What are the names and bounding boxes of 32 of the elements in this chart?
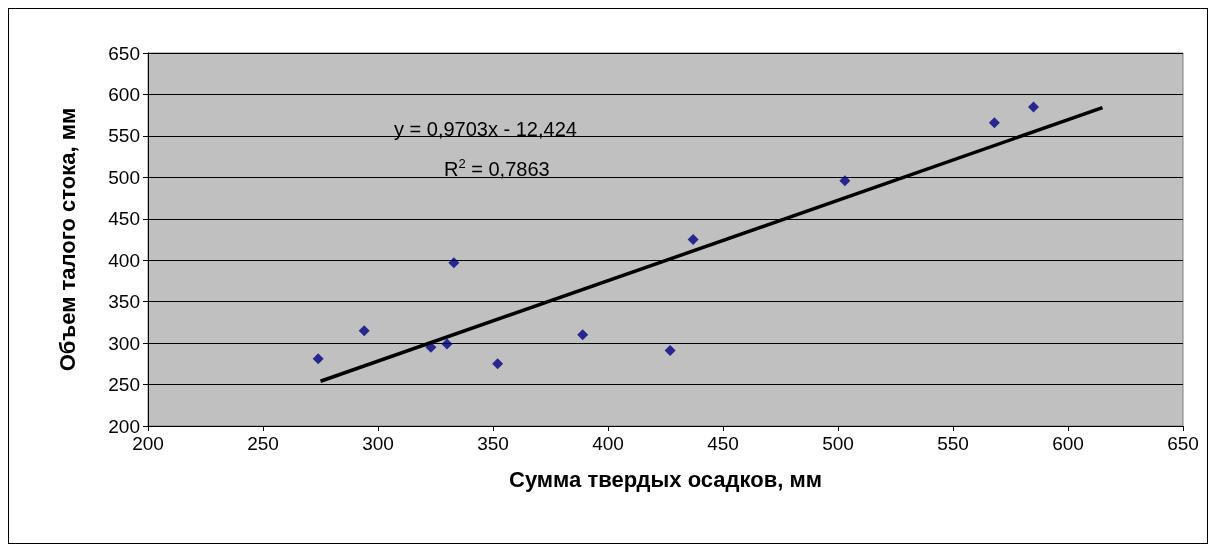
point xyxy=(358,325,370,337)
x-tick-label: 250 xyxy=(247,433,279,454)
x-tick-label: 600 xyxy=(1052,433,1084,454)
x-tick-label: 650 xyxy=(1167,433,1199,454)
y-tick-label: 350 xyxy=(108,291,140,313)
point xyxy=(988,117,1000,129)
point xyxy=(448,257,460,269)
x-tick-label: 500 xyxy=(822,433,854,454)
y-tick-label: 600 xyxy=(108,83,140,105)
x-tick-label: 300 xyxy=(362,433,394,454)
point xyxy=(1028,101,1039,113)
y-tick-label: 250 xyxy=(108,374,140,396)
point xyxy=(664,345,676,357)
y-tick-label: 650 xyxy=(108,42,140,64)
y-tick-label: 400 xyxy=(108,249,140,271)
y-tick-label: 500 xyxy=(108,166,140,188)
y-tick-label: 300 xyxy=(108,332,140,354)
point xyxy=(577,329,589,341)
y-tick-label: 450 xyxy=(108,208,140,230)
y-axis-title: Объем талого стока, мм xyxy=(54,107,80,372)
x-tick-label: 400 xyxy=(592,433,624,454)
x-tick-label: 350 xyxy=(477,433,509,454)
point xyxy=(839,175,851,187)
x-axis-title: Сумма твердых осадков, мм xyxy=(509,466,822,492)
y-tick-label: 550 xyxy=(108,125,140,147)
annotation: y = 0,9703x - 12,424 xyxy=(394,118,577,140)
point xyxy=(687,234,699,245)
x-tick-label: 450 xyxy=(707,433,739,454)
point xyxy=(441,338,453,350)
x-tick-label: 550 xyxy=(937,433,969,454)
point xyxy=(312,353,324,365)
point xyxy=(492,358,504,370)
